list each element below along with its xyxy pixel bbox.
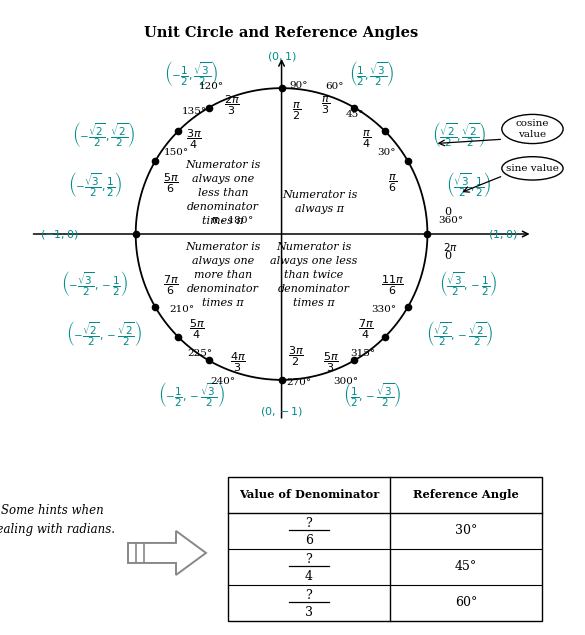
Text: 0: 0	[444, 207, 452, 217]
Text: $\dfrac{11\pi}{6}$: $\dfrac{11\pi}{6}$	[381, 273, 404, 297]
Text: $\left(-\dfrac{1}{2},-\dfrac{\sqrt{3}}{2}\right)$: $\left(-\dfrac{1}{2},-\dfrac{\sqrt{3}}{2…	[158, 380, 225, 409]
Text: 150°: 150°	[164, 148, 189, 157]
Text: $(1,0)$: $(1,0)$	[488, 227, 518, 241]
Text: Numerator is
always one less
than twice
denominator
times π: Numerator is always one less than twice …	[270, 242, 357, 308]
Text: 90°: 90°	[290, 81, 308, 90]
Text: 225°: 225°	[187, 349, 212, 358]
Text: cosine
value: cosine value	[516, 119, 549, 138]
Text: Numerator is
always one
more than
denominator
times π: Numerator is always one more than denomi…	[185, 242, 261, 308]
Text: 45°: 45°	[455, 561, 477, 573]
Text: $\left(-\dfrac{\sqrt{2}}{2},\dfrac{\sqrt{2}}{2}\right)$: $\left(-\dfrac{\sqrt{2}}{2},\dfrac{\sqrt…	[72, 120, 135, 149]
Text: $\left(\dfrac{\sqrt{3}}{2},-\dfrac{1}{2}\right)$: $\left(\dfrac{\sqrt{3}}{2},-\dfrac{1}{2}…	[439, 269, 497, 298]
Text: $\dfrac{7\pi}{4}$: $\dfrac{7\pi}{4}$	[358, 317, 374, 340]
Text: 0: 0	[444, 251, 452, 261]
Text: Numerator is
always one
less than
denominator
times π: Numerator is always one less than denomi…	[185, 160, 261, 226]
Text: Some hints when
dealing with radians.: Some hints when dealing with radians.	[0, 504, 115, 536]
Text: $\dfrac{\pi}{3}$: $\dfrac{\pi}{3}$	[321, 95, 330, 116]
Text: 300°: 300°	[333, 377, 358, 386]
Text: $\left(-\dfrac{\sqrt{2}}{2},-\dfrac{\sqrt{2}}{2}\right)$: $\left(-\dfrac{\sqrt{2}}{2},-\dfrac{\sqr…	[66, 319, 142, 348]
Text: $\left(\dfrac{\sqrt{2}}{2},\dfrac{\sqrt{2}}{2}\right)$: $\left(\dfrac{\sqrt{2}}{2},\dfrac{\sqrt{…	[432, 120, 487, 149]
Text: $\dfrac{\pi}{4}$: $\dfrac{\pi}{4}$	[362, 128, 371, 150]
Text: 360°: 360°	[438, 217, 463, 225]
Text: 135°: 135°	[181, 107, 207, 116]
Text: Unit Circle and Reference Angles: Unit Circle and Reference Angles	[144, 25, 419, 40]
Text: Numerator is
always π: Numerator is always π	[282, 190, 357, 214]
Text: $\left(-\dfrac{1}{2},\dfrac{\sqrt{3}}{2}\right)$: $\left(-\dfrac{1}{2},\dfrac{\sqrt{3}}{2}…	[164, 59, 218, 88]
Text: $\left(\dfrac{1}{2},\dfrac{\sqrt{3}}{2}\right)$: $\left(\dfrac{1}{2},\dfrac{\sqrt{3}}{2}\…	[349, 59, 395, 88]
Text: 60°: 60°	[325, 82, 343, 91]
Text: Value of Denominator: Value of Denominator	[239, 490, 379, 500]
Text: $\pi$ - 180°: $\pi$ - 180°	[211, 214, 253, 225]
Text: $(0,1)$: $(0,1)$	[267, 50, 297, 62]
Text: 210°: 210°	[170, 305, 195, 314]
Text: $(-1,0)$: $(-1,0)$	[40, 227, 80, 241]
Text: 6: 6	[305, 535, 313, 547]
Text: $\dfrac{5\pi}{6}$: $\dfrac{5\pi}{6}$	[163, 171, 178, 195]
Text: 60°: 60°	[455, 596, 477, 610]
Text: $\dfrac{\pi}{2}$: $\dfrac{\pi}{2}$	[291, 101, 301, 122]
Text: 3: 3	[305, 606, 313, 620]
Text: $(0,-1)$: $(0,-1)$	[260, 406, 303, 418]
Text: $\dfrac{3\pi}{2}$: $\dfrac{3\pi}{2}$	[288, 345, 304, 368]
Ellipse shape	[502, 114, 563, 144]
Text: $\left(\dfrac{\sqrt{2}}{2},-\dfrac{\sqrt{2}}{2}\right)$: $\left(\dfrac{\sqrt{2}}{2},-\dfrac{\sqrt…	[426, 319, 493, 348]
Text: 270°: 270°	[287, 378, 312, 387]
Text: $\left(\dfrac{1}{2},-\dfrac{\sqrt{3}}{2}\right)$: $\left(\dfrac{1}{2},-\dfrac{\sqrt{3}}{2}…	[343, 380, 401, 409]
Text: $\dfrac{5\pi}{4}$: $\dfrac{5\pi}{4}$	[189, 317, 205, 340]
Text: $\dfrac{5\pi}{3}$: $\dfrac{5\pi}{3}$	[323, 351, 339, 374]
Bar	[228, 477, 542, 621]
Ellipse shape	[502, 157, 563, 180]
Text: 30°: 30°	[455, 525, 477, 537]
Text: 240°: 240°	[211, 377, 236, 386]
Text: 4: 4	[305, 570, 313, 584]
Text: Reference Angle: Reference Angle	[413, 490, 519, 500]
Text: $\left(\dfrac{\sqrt{3}}{2},\dfrac{1}{2}\right)$: $\left(\dfrac{\sqrt{3}}{2},\dfrac{1}{2}\…	[446, 170, 491, 199]
Text: ?: ?	[305, 518, 312, 530]
Text: 30°: 30°	[377, 148, 396, 157]
Text: ?: ?	[305, 554, 312, 566]
Text: sine value: sine value	[506, 164, 559, 173]
Text: $\dfrac{2\pi}{3}$: $\dfrac{2\pi}{3}$	[224, 94, 240, 117]
Text: $\left(-\dfrac{\sqrt{3}}{2},-\dfrac{1}{2}\right)$: $\left(-\dfrac{\sqrt{3}}{2},-\dfrac{1}{2…	[61, 269, 128, 298]
Text: 45°: 45°	[345, 110, 364, 119]
Text: $2\pi$: $2\pi$	[443, 241, 458, 253]
Text: ?: ?	[305, 589, 312, 603]
Text: $\dfrac{3\pi}{4}$: $\dfrac{3\pi}{4}$	[186, 128, 202, 151]
Text: $\dfrac{7\pi}{6}$: $\dfrac{7\pi}{6}$	[163, 273, 178, 297]
Text: 315°: 315°	[350, 349, 376, 358]
Text: $\dfrac{\pi}{6}$: $\dfrac{\pi}{6}$	[388, 172, 397, 194]
Text: 330°: 330°	[371, 305, 396, 314]
Text: 120°: 120°	[199, 82, 224, 91]
Text: $\left(-\dfrac{\sqrt{3}}{2},\dfrac{1}{2}\right)$: $\left(-\dfrac{\sqrt{3}}{2},\dfrac{1}{2}…	[68, 170, 122, 199]
Text: $\dfrac{4\pi}{3}$: $\dfrac{4\pi}{3}$	[230, 351, 246, 374]
